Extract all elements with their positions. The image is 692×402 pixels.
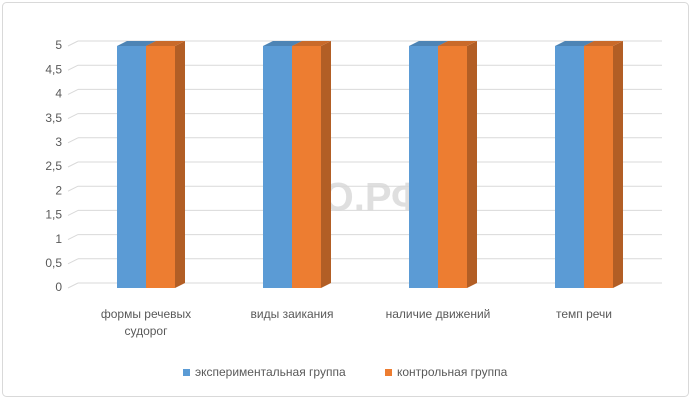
grid-line-side	[67, 161, 79, 168]
bar	[263, 46, 292, 288]
bar	[117, 46, 146, 288]
bar-side	[613, 41, 623, 288]
grid-line-side	[67, 40, 79, 47]
grid-line-side	[67, 88, 79, 95]
grid-line-side	[67, 209, 79, 216]
bar-top	[555, 41, 594, 46]
y-tick-label: 5	[55, 38, 62, 52]
x-tick-label: темп речи	[555, 307, 613, 321]
bar	[584, 46, 613, 288]
y-tick-label: 2	[55, 183, 62, 197]
legend-label: экспериментальная группа	[195, 365, 346, 379]
grid-line-side	[67, 113, 79, 120]
grid-line-side	[67, 64, 79, 71]
grid-line-side	[67, 234, 79, 241]
bar-side	[175, 41, 185, 288]
bar-top	[438, 41, 477, 46]
x-tick-label: виды заикания	[250, 307, 334, 321]
y-tick-label: 0	[55, 280, 62, 294]
bar-side	[467, 41, 477, 288]
bar-top	[292, 41, 331, 46]
bar	[438, 46, 467, 288]
y-tick-label: 4,5	[45, 62, 62, 76]
legend-swatch	[385, 369, 392, 376]
bar	[555, 46, 584, 288]
x-tick-label: наличие движений	[385, 307, 491, 321]
y-tick-label: 3	[55, 135, 62, 149]
grid-line-side	[67, 282, 79, 289]
bar-side	[321, 41, 331, 288]
grid-line-side	[67, 137, 79, 144]
y-tick-label: 1	[55, 232, 62, 246]
y-tick-label: 0,5	[45, 256, 62, 270]
y-tick-label: 3,5	[45, 111, 62, 125]
x-tick-label: формы речевых судорог	[100, 307, 192, 338]
grid-line-side	[67, 258, 79, 265]
bar-top	[263, 41, 302, 46]
bar	[292, 46, 321, 288]
y-tick-label: 1,5	[45, 208, 62, 222]
legend-label: контрольная группа	[397, 365, 508, 379]
y-tick-label: 4	[55, 87, 62, 101]
grid-line-side	[67, 185, 79, 192]
bar	[146, 46, 175, 288]
bar	[409, 46, 438, 288]
bar-top	[146, 41, 185, 46]
bar-top	[584, 41, 623, 46]
bar-top	[117, 41, 156, 46]
y-tick-label: 2,5	[45, 159, 62, 173]
legend-swatch	[183, 369, 190, 376]
bar-top	[409, 41, 448, 46]
